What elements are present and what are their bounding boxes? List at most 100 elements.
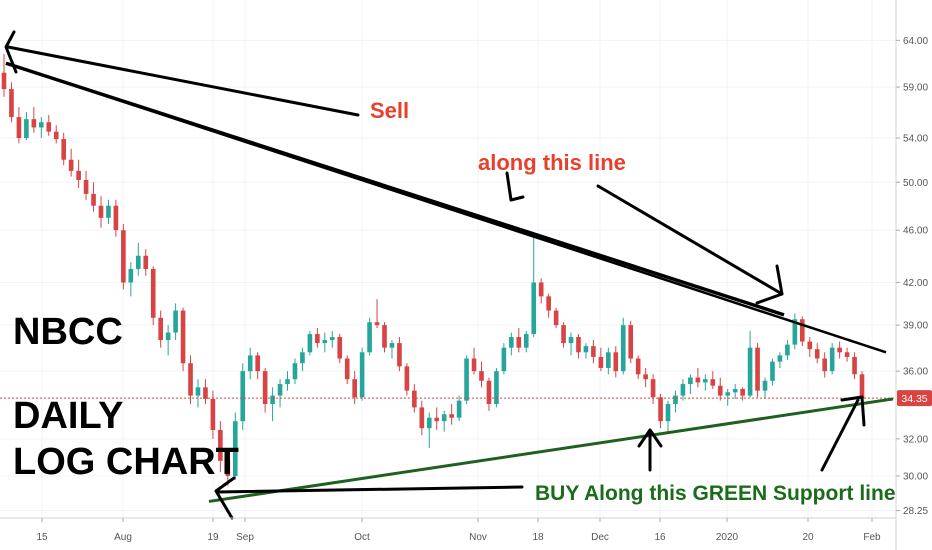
y-axis[interactable]: 64.00 59.00 54.00 50.00 46.00 42.00 39.00 36.00…: [895, 0, 928, 550]
x-tick-label: Nov: [469, 532, 487, 543]
candle-body: [83, 179, 89, 194]
candle: [16, 106, 22, 144]
candle: [434, 407, 440, 430]
candle: [203, 379, 208, 405]
candle-body: [531, 282, 537, 335]
trend-lines: [5, 61, 894, 503]
candle-body: [128, 268, 134, 283]
y-tick-label: 39.00: [903, 321, 928, 332]
candle-body: [210, 398, 216, 430]
candle: [703, 374, 708, 391]
candle-body: [232, 421, 238, 476]
y-tick-label: 32.00: [903, 434, 928, 445]
candle: [158, 310, 163, 348]
candle: [486, 377, 492, 411]
candle: [650, 374, 656, 405]
candle-body: [255, 355, 260, 372]
candle-body: [814, 349, 820, 359]
candle: [307, 331, 313, 356]
candle: [218, 421, 223, 473]
sell-pointer-line: [6, 45, 360, 117]
candle-body: [695, 377, 701, 383]
candle: [464, 355, 469, 405]
candle-body: [46, 122, 52, 132]
candle-body: [762, 380, 768, 391]
candle-body: [16, 117, 22, 139]
candle-body: [344, 358, 350, 380]
candle: [24, 111, 29, 141]
x-axis[interactable]: 15 Aug 19 Sep Oct Nov 18 Dec 16 2020 20 Feb: [0, 517, 896, 543]
candle-body: [195, 387, 201, 396]
candle-body: [24, 119, 29, 139]
x-tick-label: 16: [654, 532, 666, 543]
last-price-badge: 34.35: [897, 390, 932, 407]
candle: [188, 355, 193, 405]
support-right-arrowhead: [840, 395, 866, 427]
candle: [150, 266, 156, 326]
buy-pointer-line: [216, 485, 524, 494]
candle-body: [449, 414, 454, 418]
candle: [329, 331, 335, 348]
candle-body: [576, 337, 581, 353]
candle-body: [613, 352, 619, 372]
candle-body: [9, 89, 14, 118]
candle-body: [68, 159, 74, 171]
y-tick-label: 50.00: [903, 178, 928, 189]
candle: [397, 337, 402, 372]
candle-body: [61, 139, 66, 160]
candle: [829, 343, 835, 375]
candle: [546, 293, 551, 318]
candle: [785, 340, 790, 361]
candle-body: [680, 384, 686, 396]
candle-body: [755, 347, 760, 391]
candle: [277, 379, 283, 408]
candle-body: [121, 230, 126, 283]
sell-annotation: Sell: [370, 98, 409, 123]
candle: [635, 355, 641, 380]
candle: [1, 53, 7, 97]
along-line-arrowhead-small: [505, 171, 525, 202]
candle: [68, 148, 74, 177]
candle-body: [382, 325, 387, 348]
candle-body: [31, 119, 37, 128]
candle: [762, 377, 768, 399]
x-tick-label: 2020: [716, 532, 739, 543]
candle-body: [240, 371, 246, 422]
x-tick-label: Sep: [236, 532, 254, 543]
candle: [665, 400, 671, 432]
candle: [509, 332, 514, 356]
candle-body: [225, 460, 231, 476]
candle: [135, 242, 141, 276]
y-tick-label: 30.00: [903, 471, 928, 482]
candle: [837, 341, 842, 359]
x-tick-label: 18: [532, 532, 544, 543]
candle: [449, 404, 454, 425]
candle-body: [329, 337, 335, 341]
candle-body: [165, 332, 171, 341]
candle: [494, 367, 499, 408]
candle: [165, 325, 171, 356]
y-tick-label: 46.00: [903, 226, 928, 237]
candle-body: [292, 363, 298, 380]
candle-body: [523, 334, 529, 348]
candle-body: [650, 379, 656, 398]
candle: [426, 412, 432, 448]
candle: [792, 313, 798, 350]
y-tick-label: 59.00: [903, 83, 928, 94]
candle-body: [732, 388, 738, 393]
candle: [606, 347, 611, 375]
x-tick-label: 15: [36, 532, 48, 543]
candle-body: [419, 407, 425, 429]
candle-body: [106, 205, 111, 218]
resistance-line-lower: [5, 62, 887, 354]
candle-body: [494, 371, 499, 405]
candle-body: [150, 268, 156, 318]
candle: [38, 117, 44, 139]
candle-body: [807, 341, 813, 350]
candle-body: [397, 343, 402, 367]
support-up-arrowhead: [637, 428, 663, 448]
last-price-badge-bg: [897, 390, 932, 407]
candle-body: [553, 310, 559, 326]
candle: [814, 343, 820, 364]
